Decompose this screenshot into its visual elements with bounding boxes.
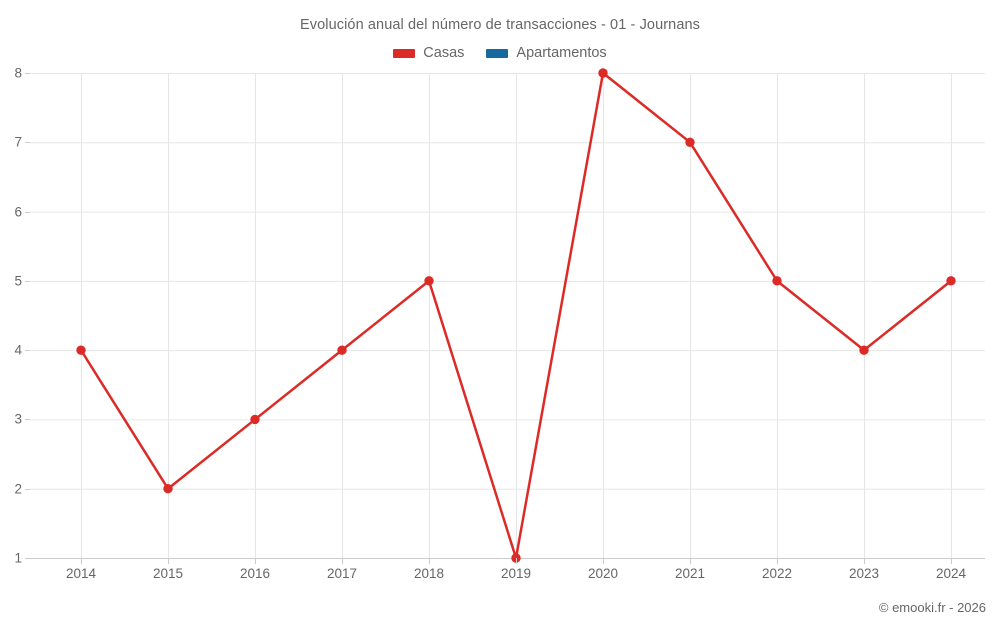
y-axis-tick-mark <box>25 350 30 351</box>
x-axis-tick-label: 2024 <box>935 566 967 581</box>
legend-label-casas: Casas <box>423 45 465 61</box>
x-axis-tick-label: 2017 <box>326 566 358 581</box>
y-axis-tick-label: 2 <box>14 481 22 497</box>
plot-svg <box>30 68 985 563</box>
y-axis-tick-mark <box>25 73 30 74</box>
x-axis-tick-label: 2018 <box>413 566 445 581</box>
legend-item-casas[interactable]: Casas <box>393 45 464 61</box>
legend-label-apartamentos: Apartamentos <box>516 45 607 61</box>
legend-item-apartamentos[interactable]: Apartamentos <box>486 45 607 61</box>
y-axis-tick-label: 6 <box>14 204 22 220</box>
x-axis-tick-label: 2021 <box>674 566 706 581</box>
x-axis-tick-mark <box>690 558 691 564</box>
chart-legend: Casas Apartamentos <box>0 45 1000 61</box>
y-axis-tick-mark <box>25 489 30 490</box>
x-axis-tick-mark <box>168 558 169 564</box>
legend-swatch-apartamentos <box>486 48 509 58</box>
y-axis-tick-mark <box>25 281 30 282</box>
x-axis-tick-mark <box>81 558 82 564</box>
x-axis-tick-mark <box>342 558 343 564</box>
x-axis-tick-label: 2020 <box>587 566 619 581</box>
x-axis-tick-label: 2015 <box>152 566 184 581</box>
plot-area <box>30 68 985 563</box>
y-axis-tick-label: 1 <box>14 550 22 566</box>
y-axis-tick-mark <box>25 558 30 559</box>
x-axis-tick-label: 2023 <box>848 566 880 581</box>
x-axis-tick-mark <box>255 558 256 564</box>
x-axis-tick-mark <box>777 558 778 564</box>
legend-swatch-casas <box>393 48 416 58</box>
x-axis-tick-mark <box>864 558 865 564</box>
series-markers <box>76 68 956 563</box>
y-axis-tick-mark <box>25 419 30 420</box>
y-axis-tick-label: 4 <box>14 342 22 358</box>
y-axis-tick-label: 3 <box>14 411 22 427</box>
chart-title: Evolución anual del número de transaccio… <box>299 17 701 33</box>
y-axis-tick-label: 8 <box>14 65 22 81</box>
x-axis-tick-mark <box>603 558 604 564</box>
y-axis-tick-label: 5 <box>14 273 22 289</box>
x-axis-tick-mark <box>516 558 517 564</box>
y-axis-tick-mark <box>25 142 30 143</box>
grid-lines-vertical <box>81 73 952 558</box>
x-axis-tick-label: 2019 <box>500 566 532 581</box>
footer-credit: © emooki.fr - 2026 <box>878 600 986 615</box>
grid-lines-horizontal <box>30 73 985 559</box>
x-axis-tick-mark <box>951 558 952 564</box>
x-axis-tick-label: 2014 <box>65 566 97 581</box>
x-axis-tick-mark <box>429 558 430 564</box>
x-axis-tick-label: 2022 <box>761 566 793 581</box>
y-axis-tick-mark <box>25 212 30 213</box>
y-axis-tick-label: 7 <box>14 134 22 150</box>
x-axis-tick-label: 2016 <box>239 566 271 581</box>
